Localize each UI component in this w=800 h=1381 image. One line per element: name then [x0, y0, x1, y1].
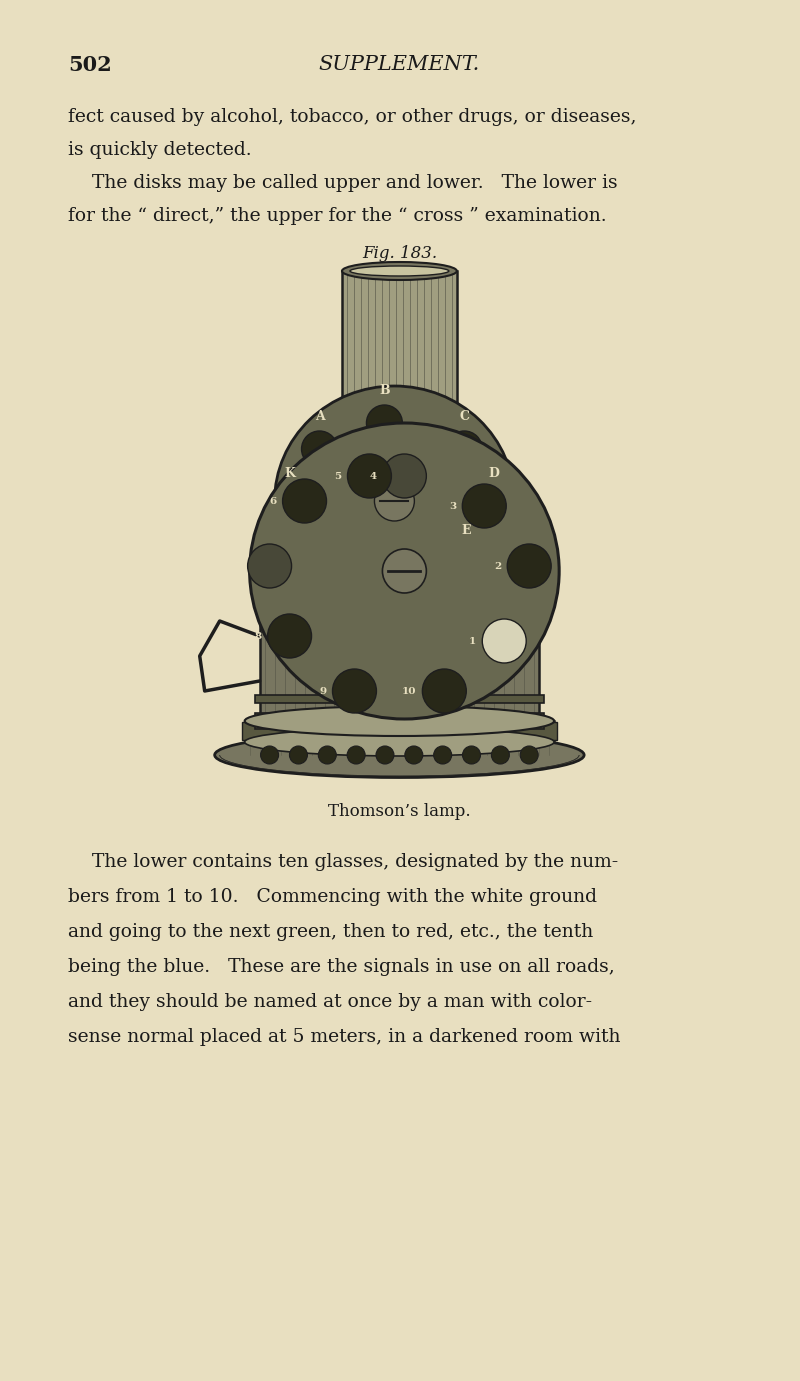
Circle shape	[271, 487, 307, 523]
Circle shape	[448, 545, 484, 581]
Circle shape	[446, 431, 482, 467]
Circle shape	[267, 615, 311, 657]
Ellipse shape	[250, 423, 559, 720]
Text: 6: 6	[270, 497, 277, 505]
Circle shape	[318, 746, 336, 764]
Circle shape	[491, 746, 510, 764]
Circle shape	[462, 483, 506, 528]
Circle shape	[422, 668, 466, 713]
Text: 10: 10	[402, 686, 416, 696]
Text: bers from 1 to 10.   Commencing with the white ground: bers from 1 to 10. Commencing with the w…	[68, 888, 597, 906]
Text: A: A	[314, 410, 324, 423]
Text: fect caused by alcohol, tobacco, or other drugs, or diseases,: fect caused by alcohol, tobacco, or othe…	[68, 108, 636, 126]
Circle shape	[366, 405, 402, 441]
Circle shape	[382, 454, 426, 499]
Text: 3: 3	[449, 501, 456, 511]
Text: K: K	[284, 467, 295, 481]
Text: being the blue.   These are the signals in use on all roads,: being the blue. These are the signals in…	[68, 958, 614, 976]
Text: is quickly detected.: is quickly detected.	[68, 141, 251, 159]
Text: 1: 1	[469, 637, 476, 645]
Text: The lower contains ten glasses, designated by the num-: The lower contains ten glasses, designat…	[68, 853, 618, 871]
Text: C: C	[459, 410, 470, 423]
Text: 4: 4	[370, 471, 377, 481]
FancyBboxPatch shape	[254, 695, 544, 703]
Circle shape	[333, 668, 377, 713]
Ellipse shape	[342, 262, 457, 280]
Text: 2: 2	[494, 562, 502, 570]
Text: Thomson’s lamp.: Thomson’s lamp.	[328, 802, 470, 820]
Circle shape	[302, 431, 338, 467]
Circle shape	[347, 454, 391, 499]
Circle shape	[520, 746, 538, 764]
Ellipse shape	[350, 267, 449, 276]
Circle shape	[376, 746, 394, 764]
Circle shape	[507, 544, 551, 588]
Circle shape	[282, 479, 326, 523]
FancyBboxPatch shape	[245, 721, 554, 755]
FancyBboxPatch shape	[260, 621, 539, 721]
Text: B: B	[379, 384, 390, 396]
Text: The disks may be called upper and lower.   The lower is: The disks may be called upper and lower.…	[68, 174, 618, 192]
Circle shape	[434, 746, 452, 764]
Circle shape	[382, 550, 426, 592]
Text: 9: 9	[319, 686, 326, 696]
Text: Fig. 183.: Fig. 183.	[362, 244, 437, 262]
Text: 5: 5	[334, 471, 342, 481]
Circle shape	[462, 746, 481, 764]
Text: for the “ direct,” the upper for the “ cross ” examination.: for the “ direct,” the upper for the “ c…	[68, 207, 606, 225]
Ellipse shape	[332, 431, 466, 452]
Circle shape	[482, 619, 526, 663]
FancyBboxPatch shape	[254, 713, 544, 729]
Circle shape	[347, 746, 365, 764]
Ellipse shape	[274, 387, 514, 616]
Text: and they should be named at once by a man with color-: and they should be named at once by a ma…	[68, 993, 592, 1011]
Text: SUPPLEMENT.: SUPPLEMENT.	[318, 55, 480, 75]
Ellipse shape	[245, 728, 554, 755]
Circle shape	[248, 544, 291, 588]
Text: 502: 502	[68, 55, 112, 75]
Circle shape	[476, 487, 512, 523]
Text: D: D	[489, 467, 500, 481]
Text: and going to the next green, then to red, etc., the tenth: and going to the next green, then to red…	[68, 923, 593, 940]
Circle shape	[290, 746, 307, 764]
Ellipse shape	[260, 608, 539, 635]
Text: 8: 8	[254, 631, 262, 641]
Text: sense normal placed at 5 meters, in a darkened room with: sense normal placed at 5 meters, in a da…	[68, 1027, 620, 1045]
Circle shape	[374, 481, 414, 521]
Text: 7: 7	[234, 562, 242, 570]
Ellipse shape	[214, 732, 584, 778]
FancyBboxPatch shape	[342, 271, 457, 441]
Circle shape	[405, 746, 423, 764]
FancyBboxPatch shape	[242, 722, 557, 740]
Ellipse shape	[245, 706, 554, 736]
Text: E: E	[462, 523, 471, 537]
Circle shape	[261, 746, 278, 764]
